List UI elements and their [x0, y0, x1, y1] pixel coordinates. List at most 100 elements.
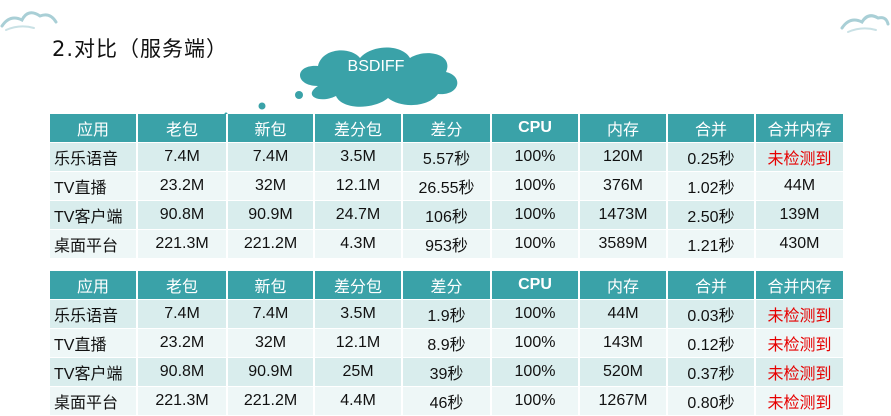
page-title: 2.对比（服务端）	[52, 37, 229, 61]
cell-app: TV客户端	[50, 200, 138, 230]
header-app: 应用	[50, 271, 138, 300]
cell-app: TV直播	[50, 171, 138, 201]
cell-diff-time: 8.9秒	[402, 328, 492, 358]
cell-diff-time: 5.57秒	[402, 142, 492, 172]
table-header-row: 应用 老包 新包 差分包 差分 CPU 内存 合并 合并内存	[50, 271, 845, 300]
cell-cpu: 100%	[491, 171, 580, 201]
cell-memory: 120M	[579, 142, 668, 172]
header-cpu: CPU	[491, 114, 580, 143]
cell-merge: 0.03秒	[667, 299, 756, 329]
cell-old-package: 90.8M	[137, 357, 228, 387]
cell-memory: 1267M	[579, 386, 668, 416]
cell-cpu: 100%	[491, 328, 580, 358]
cell-merge: 1.21秒	[667, 229, 756, 259]
header-new-package: 新包	[227, 114, 315, 143]
cell-cpu: 100%	[491, 200, 580, 230]
header-old-package: 老包	[137, 271, 228, 300]
cell-diff-time: 953秒	[402, 229, 492, 259]
cell-diff-time: 39秒	[402, 357, 492, 387]
cloud-decoration-left-icon	[0, 11, 58, 31]
cell-old-package: 23.2M	[137, 328, 228, 358]
cell-merge: 0.12秒	[667, 328, 756, 358]
cell-old-package: 90.8M	[137, 200, 228, 230]
cell-new-package: 7.4M	[227, 142, 315, 172]
table-row: 桌面平台 221.3M 221.2M 4.3M 953秒 100% 3589M 1.21秒 43…	[50, 229, 845, 259]
cell-new-package: 221.2M	[227, 229, 315, 259]
cell-merge-memory: 未检测到	[755, 328, 845, 358]
table-row: TV客户端 90.8M 90.9M 24.7M 106秒 100% 1473M 2.50秒 13…	[50, 200, 845, 230]
cell-new-package: 7.4M	[227, 299, 315, 329]
cell-diff-time: 46秒	[402, 386, 492, 416]
cell-merge-memory: 未检测到	[755, 142, 845, 172]
cell-memory: 143M	[579, 328, 668, 358]
table-row: 乐乐语音 7.4M 7.4M 3.5M 5.57秒 100% 120M 0.25秒 未检测到	[50, 142, 845, 172]
callout-cloud-icon	[224, 47, 458, 116]
header-memory: 内存	[579, 271, 668, 300]
header-merge: 合并	[667, 114, 756, 143]
cell-merge-memory: 430M	[755, 229, 845, 259]
cell-new-package: 32M	[227, 328, 315, 358]
cell-merge: 0.80秒	[667, 386, 756, 416]
cell-new-package: 221.2M	[227, 386, 315, 416]
cell-diff-package: 12.1M	[314, 328, 403, 358]
cell-cpu: 100%	[491, 386, 580, 416]
callout-text: BSDIFF	[347, 58, 405, 75]
table-row: TV客户端 90.8M 90.9M 25M 39秒 100% 520M 0.37秒 未检测到	[50, 357, 845, 387]
cell-diff-package: 4.3M	[314, 229, 403, 259]
header-diff-package: 差分包	[314, 114, 403, 143]
header-cpu: CPU	[491, 271, 580, 300]
cell-merge-memory: 未检测到	[755, 299, 845, 329]
header-merge-memory: 合并内存	[755, 271, 845, 300]
header-new-package: 新包	[227, 271, 315, 300]
comparison-table-2: 应用 老包 新包 差分包 差分 CPU 内存 合并 合并内存 乐乐语音 7.4M 7…	[50, 271, 845, 416]
cell-merge: 0.25秒	[667, 142, 756, 172]
cell-old-package: 221.3M	[137, 386, 228, 416]
cell-cpu: 100%	[491, 142, 580, 172]
cell-merge: 2.50秒	[667, 200, 756, 230]
header-memory: 内存	[579, 114, 668, 143]
cell-app: 乐乐语音	[50, 142, 138, 172]
cell-diff-package: 25M	[314, 357, 403, 387]
cell-memory: 3589M	[579, 229, 668, 259]
cell-old-package: 23.2M	[137, 171, 228, 201]
cell-memory: 520M	[579, 357, 668, 387]
table-row: 乐乐语音 7.4M 7.4M 3.5M 1.9秒 100% 44M 0.03秒 未检测到	[50, 299, 845, 329]
cloud-decoration-right-icon	[840, 14, 890, 33]
cell-diff-package: 4.4M	[314, 386, 403, 416]
cell-merge: 0.37秒	[667, 357, 756, 387]
table-row: TV直播 23.2M 32M 12.1M 8.9秒 100% 143M 0.12秒 未检测到	[50, 328, 845, 358]
cell-app: TV客户端	[50, 357, 138, 387]
cell-diff-package: 24.7M	[314, 200, 403, 230]
cell-diff-time: 1.9秒	[402, 299, 492, 329]
cell-diff-time: 26.55秒	[402, 171, 492, 201]
cell-app: 乐乐语音	[50, 299, 138, 329]
cell-memory: 44M	[579, 299, 668, 329]
cell-merge-memory: 139M	[755, 200, 845, 230]
cell-app: 桌面平台	[50, 386, 138, 416]
table-row: 桌面平台 221.3M 221.2M 4.4M 46秒 100% 1267M 0.80秒 未检测…	[50, 386, 845, 416]
header-diff-package: 差分包	[314, 271, 403, 300]
cell-merge: 1.02秒	[667, 171, 756, 201]
cell-merge-memory: 44M	[755, 171, 845, 201]
cell-cpu: 100%	[491, 299, 580, 329]
header-merge-memory: 合并内存	[755, 114, 845, 143]
table-header-row: 应用 老包 新包 差分包 差分 CPU 内存 合并 合并内存	[50, 114, 845, 143]
cell-memory: 376M	[579, 171, 668, 201]
header-merge: 合并	[667, 271, 756, 300]
comparison-table-1: 应用 老包 新包 差分包 差分 CPU 内存 合并 合并内存 乐乐语音 7.4M 7…	[50, 114, 845, 259]
header-diff-time: 差分	[402, 114, 492, 143]
header-old-package: 老包	[137, 114, 228, 143]
header-diff-time: 差分	[402, 271, 492, 300]
cell-new-package: 90.9M	[227, 200, 315, 230]
cell-diff-package: 3.5M	[314, 299, 403, 329]
cell-cpu: 100%	[491, 357, 580, 387]
cell-old-package: 7.4M	[137, 142, 228, 172]
cell-app: TV直播	[50, 328, 138, 358]
cell-memory: 1473M	[579, 200, 668, 230]
cell-merge-memory: 未检测到	[755, 357, 845, 387]
cell-diff-package: 3.5M	[314, 142, 403, 172]
header-app: 应用	[50, 114, 138, 143]
cell-new-package: 90.9M	[227, 357, 315, 387]
cell-cpu: 100%	[491, 229, 580, 259]
cell-app: 桌面平台	[50, 229, 138, 259]
